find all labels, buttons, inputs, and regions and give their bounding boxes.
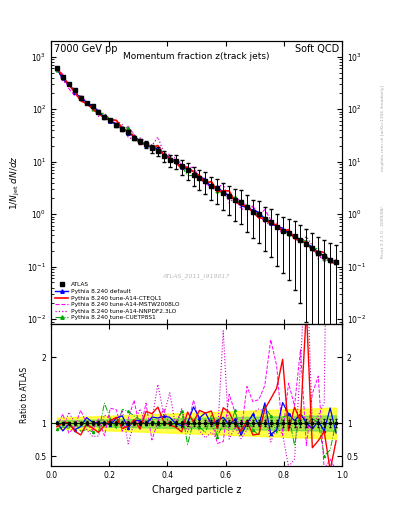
Legend: ATLAS, Pythia 8.240 default, Pythia 8.240 tune-A14-CTEQL1, Pythia 8.240 tune-A14: ATLAS, Pythia 8.240 default, Pythia 8.24… — [54, 281, 181, 322]
Text: 7000 GeV pp: 7000 GeV pp — [54, 44, 118, 54]
Text: Rivet 3.1.1.0 - 2009/08/...: Rivet 3.1.1.0 - 2009/08/... — [381, 202, 385, 259]
Text: ATLAS_2011_I919017: ATLAS_2011_I919017 — [163, 273, 230, 279]
Text: mcplots.cern.ch [arXiv:1306.3readonly]: mcplots.cern.ch [arXiv:1306.3readonly] — [381, 85, 385, 171]
Text: Momentum fraction z(track jets): Momentum fraction z(track jets) — [123, 52, 270, 61]
Text: Soft QCD: Soft QCD — [295, 44, 339, 54]
Y-axis label: $1/N_\mathregular{jet}\ dN/dz$: $1/N_\mathregular{jet}\ dN/dz$ — [8, 155, 22, 210]
X-axis label: Charged particle z: Charged particle z — [152, 485, 241, 495]
Y-axis label: Ratio to ATLAS: Ratio to ATLAS — [20, 367, 29, 423]
